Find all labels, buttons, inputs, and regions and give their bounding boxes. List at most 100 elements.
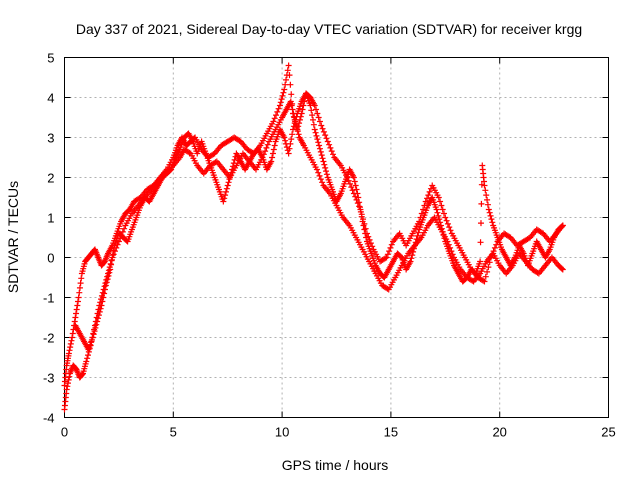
data-point	[121, 225, 128, 232]
data-point	[351, 178, 358, 185]
data-point	[435, 194, 442, 201]
data-point	[67, 340, 74, 347]
data-point	[310, 121, 317, 128]
data-point	[64, 380, 71, 387]
data-point	[484, 268, 491, 275]
data-point	[484, 196, 491, 203]
data-point	[100, 294, 107, 301]
data-point	[487, 212, 494, 219]
data-point	[316, 118, 323, 125]
data-point	[352, 182, 359, 189]
data-point	[225, 179, 232, 186]
data-point	[106, 269, 113, 276]
data-point	[438, 202, 445, 209]
data-point	[383, 254, 390, 261]
data-point	[276, 102, 283, 109]
data-point	[101, 290, 108, 297]
data-point	[324, 138, 331, 145]
data-point	[480, 277, 487, 284]
data-point	[482, 273, 489, 280]
data-point	[222, 188, 229, 195]
data-point	[102, 282, 109, 289]
data-point	[426, 188, 433, 195]
data-point	[228, 169, 235, 176]
data-point	[416, 218, 423, 225]
data-point	[220, 198, 227, 205]
data-point	[559, 266, 566, 273]
data-point	[319, 179, 326, 186]
y-tick-label: -1	[43, 291, 55, 306]
data-point	[435, 212, 442, 219]
data-point	[83, 358, 90, 365]
data-point	[316, 142, 323, 149]
data-point	[384, 251, 391, 258]
data-point	[327, 144, 334, 151]
data-point	[318, 152, 325, 159]
data-point	[427, 185, 434, 192]
data-point	[271, 142, 278, 149]
data-point	[491, 244, 498, 251]
data-point	[487, 254, 494, 261]
data-point	[76, 289, 83, 296]
data-point	[346, 180, 353, 187]
data-point	[289, 131, 296, 138]
series-trace-2	[61, 62, 566, 389]
data-point	[425, 192, 432, 199]
data-point	[84, 355, 91, 362]
data-point	[386, 248, 393, 255]
data-point	[263, 144, 270, 151]
data-point	[354, 190, 361, 197]
data-point	[313, 106, 320, 113]
data-point	[103, 279, 110, 286]
data-point	[309, 116, 316, 123]
data-point	[363, 234, 370, 241]
data-point	[477, 258, 484, 265]
data-point	[328, 148, 335, 155]
grid-lines	[64, 57, 609, 418]
data-point	[408, 255, 415, 262]
data-point	[94, 318, 101, 325]
data-point	[271, 115, 278, 122]
data-point	[75, 294, 82, 301]
y-axis-label: SDTVAR / TECUs	[5, 181, 21, 293]
data-point	[437, 222, 444, 229]
plot-frame	[64, 57, 609, 418]
data-point	[285, 62, 292, 69]
data-point	[91, 328, 98, 335]
data-points	[61, 62, 566, 413]
data-point	[322, 132, 329, 139]
data-point	[186, 149, 193, 156]
data-point	[388, 241, 395, 248]
data-point	[410, 248, 417, 255]
data-point	[481, 278, 488, 285]
data-point	[414, 232, 421, 239]
data-point	[362, 230, 369, 237]
data-point	[275, 105, 282, 112]
data-point	[559, 222, 566, 229]
data-point	[308, 107, 315, 114]
data-point	[71, 318, 78, 325]
series-trace-3	[72, 90, 566, 353]
data-point	[68, 337, 75, 344]
data-point	[167, 167, 174, 174]
data-point	[312, 129, 319, 136]
data-point	[65, 376, 72, 383]
data-point	[79, 371, 86, 378]
data-point	[316, 145, 323, 152]
data-point	[478, 200, 485, 207]
data-point	[227, 172, 234, 179]
data-point	[387, 244, 394, 251]
x-tick-label: 15	[384, 425, 398, 440]
data-point	[105, 272, 112, 279]
data-point	[477, 220, 484, 227]
data-point	[439, 206, 446, 213]
data-point	[359, 218, 366, 225]
data-point	[230, 160, 237, 167]
data-point	[270, 118, 277, 125]
data-point	[314, 110, 321, 117]
data-point	[349, 187, 356, 194]
data-point	[360, 222, 367, 229]
data-point	[444, 220, 451, 227]
data-point	[277, 99, 284, 106]
